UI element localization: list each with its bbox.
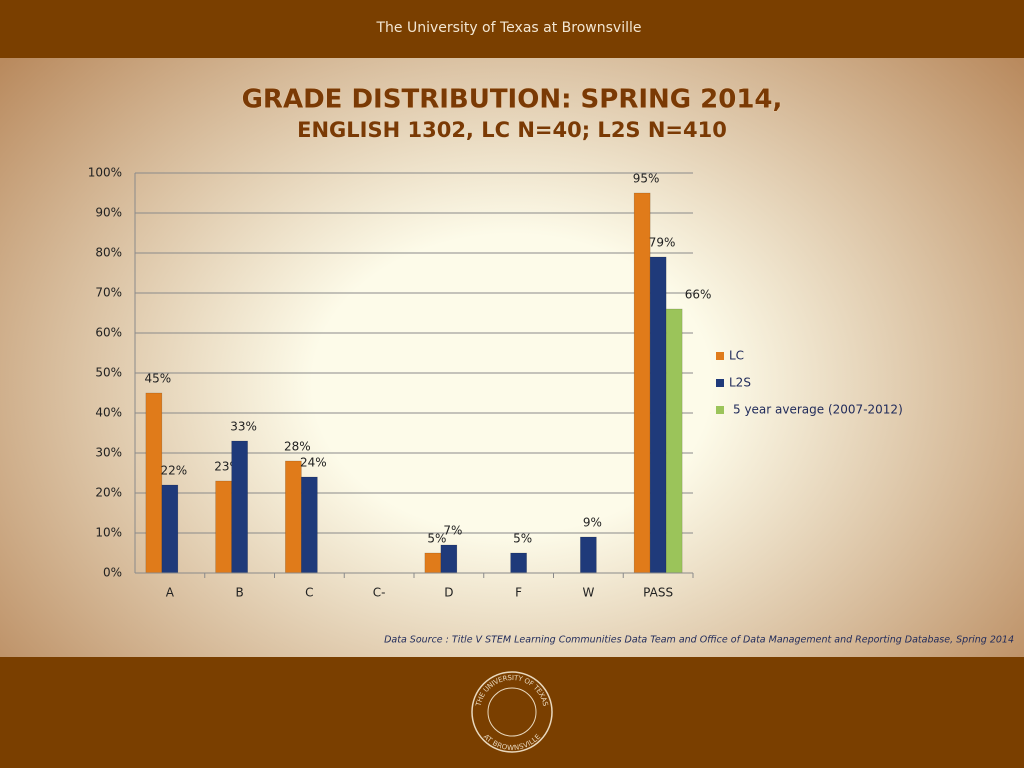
legend-swatch — [716, 379, 724, 387]
value-label: 22% — [161, 464, 188, 478]
y-tick-label: 30% — [95, 446, 122, 460]
y-tick-label: 80% — [95, 246, 122, 260]
value-label: 5% — [513, 532, 532, 546]
x-tick-label: A — [166, 586, 175, 600]
bar — [580, 536, 597, 574]
value-label: 45% — [145, 372, 172, 386]
bar — [301, 476, 318, 574]
y-tick-label: 60% — [95, 326, 122, 340]
seal-inner — [487, 687, 537, 737]
bar — [510, 552, 527, 574]
value-label: 24% — [300, 456, 327, 470]
x-tick-label: W — [582, 586, 594, 600]
y-tick-label: 70% — [95, 286, 122, 300]
x-tick-label: F — [515, 586, 522, 600]
bar — [649, 256, 667, 574]
value-label: 79% — [649, 236, 676, 250]
legend-label: LC — [729, 349, 744, 363]
legend-swatch — [716, 352, 724, 360]
source-note: Data Source : Title V STEM Learning Comm… — [384, 635, 1014, 646]
legend-label: L2S — [729, 376, 751, 390]
y-tick-label: 0% — [103, 566, 122, 580]
bar — [231, 440, 248, 574]
bar — [424, 552, 442, 574]
value-label: 7% — [443, 524, 462, 538]
y-tick-label: 40% — [95, 406, 122, 420]
x-tick-label: D — [444, 586, 453, 600]
value-label: 95% — [633, 172, 660, 186]
bar — [145, 392, 163, 574]
x-tick-label: C- — [373, 586, 386, 600]
bar — [633, 192, 651, 574]
y-tick-label: 100% — [88, 166, 122, 180]
chart-subtitle: ENGLISH 1302, LC N=40; L2S N=410 — [297, 118, 727, 142]
value-label: 5% — [427, 532, 446, 546]
y-tick-label: 50% — [95, 366, 122, 380]
y-tick-label: 10% — [95, 526, 122, 540]
value-label: 28% — [284, 440, 311, 454]
header-text: The University of Texas at Brownsville — [376, 20, 642, 36]
value-label: 9% — [583, 516, 602, 530]
legend-label: 5 year average (2007-2012) — [733, 403, 903, 417]
y-tick-label: 90% — [95, 206, 122, 220]
value-label: 33% — [230, 420, 257, 434]
chart-title: GRADE DISTRIBUTION: SPRING 2014, — [242, 85, 783, 115]
seal — [471, 671, 553, 753]
header-band — [0, 0, 1024, 58]
value-label: 66% — [685, 288, 712, 302]
bar — [285, 460, 302, 574]
bar — [440, 544, 458, 574]
bar — [665, 308, 683, 574]
bar — [161, 484, 179, 574]
y-tick-label: 20% — [95, 486, 122, 500]
x-tick-label: B — [236, 586, 244, 600]
legend-swatch — [716, 406, 724, 414]
x-tick-label: C — [305, 586, 313, 600]
footer-band — [0, 657, 1024, 768]
x-tick-label: PASS — [643, 586, 673, 600]
bar — [215, 480, 232, 574]
